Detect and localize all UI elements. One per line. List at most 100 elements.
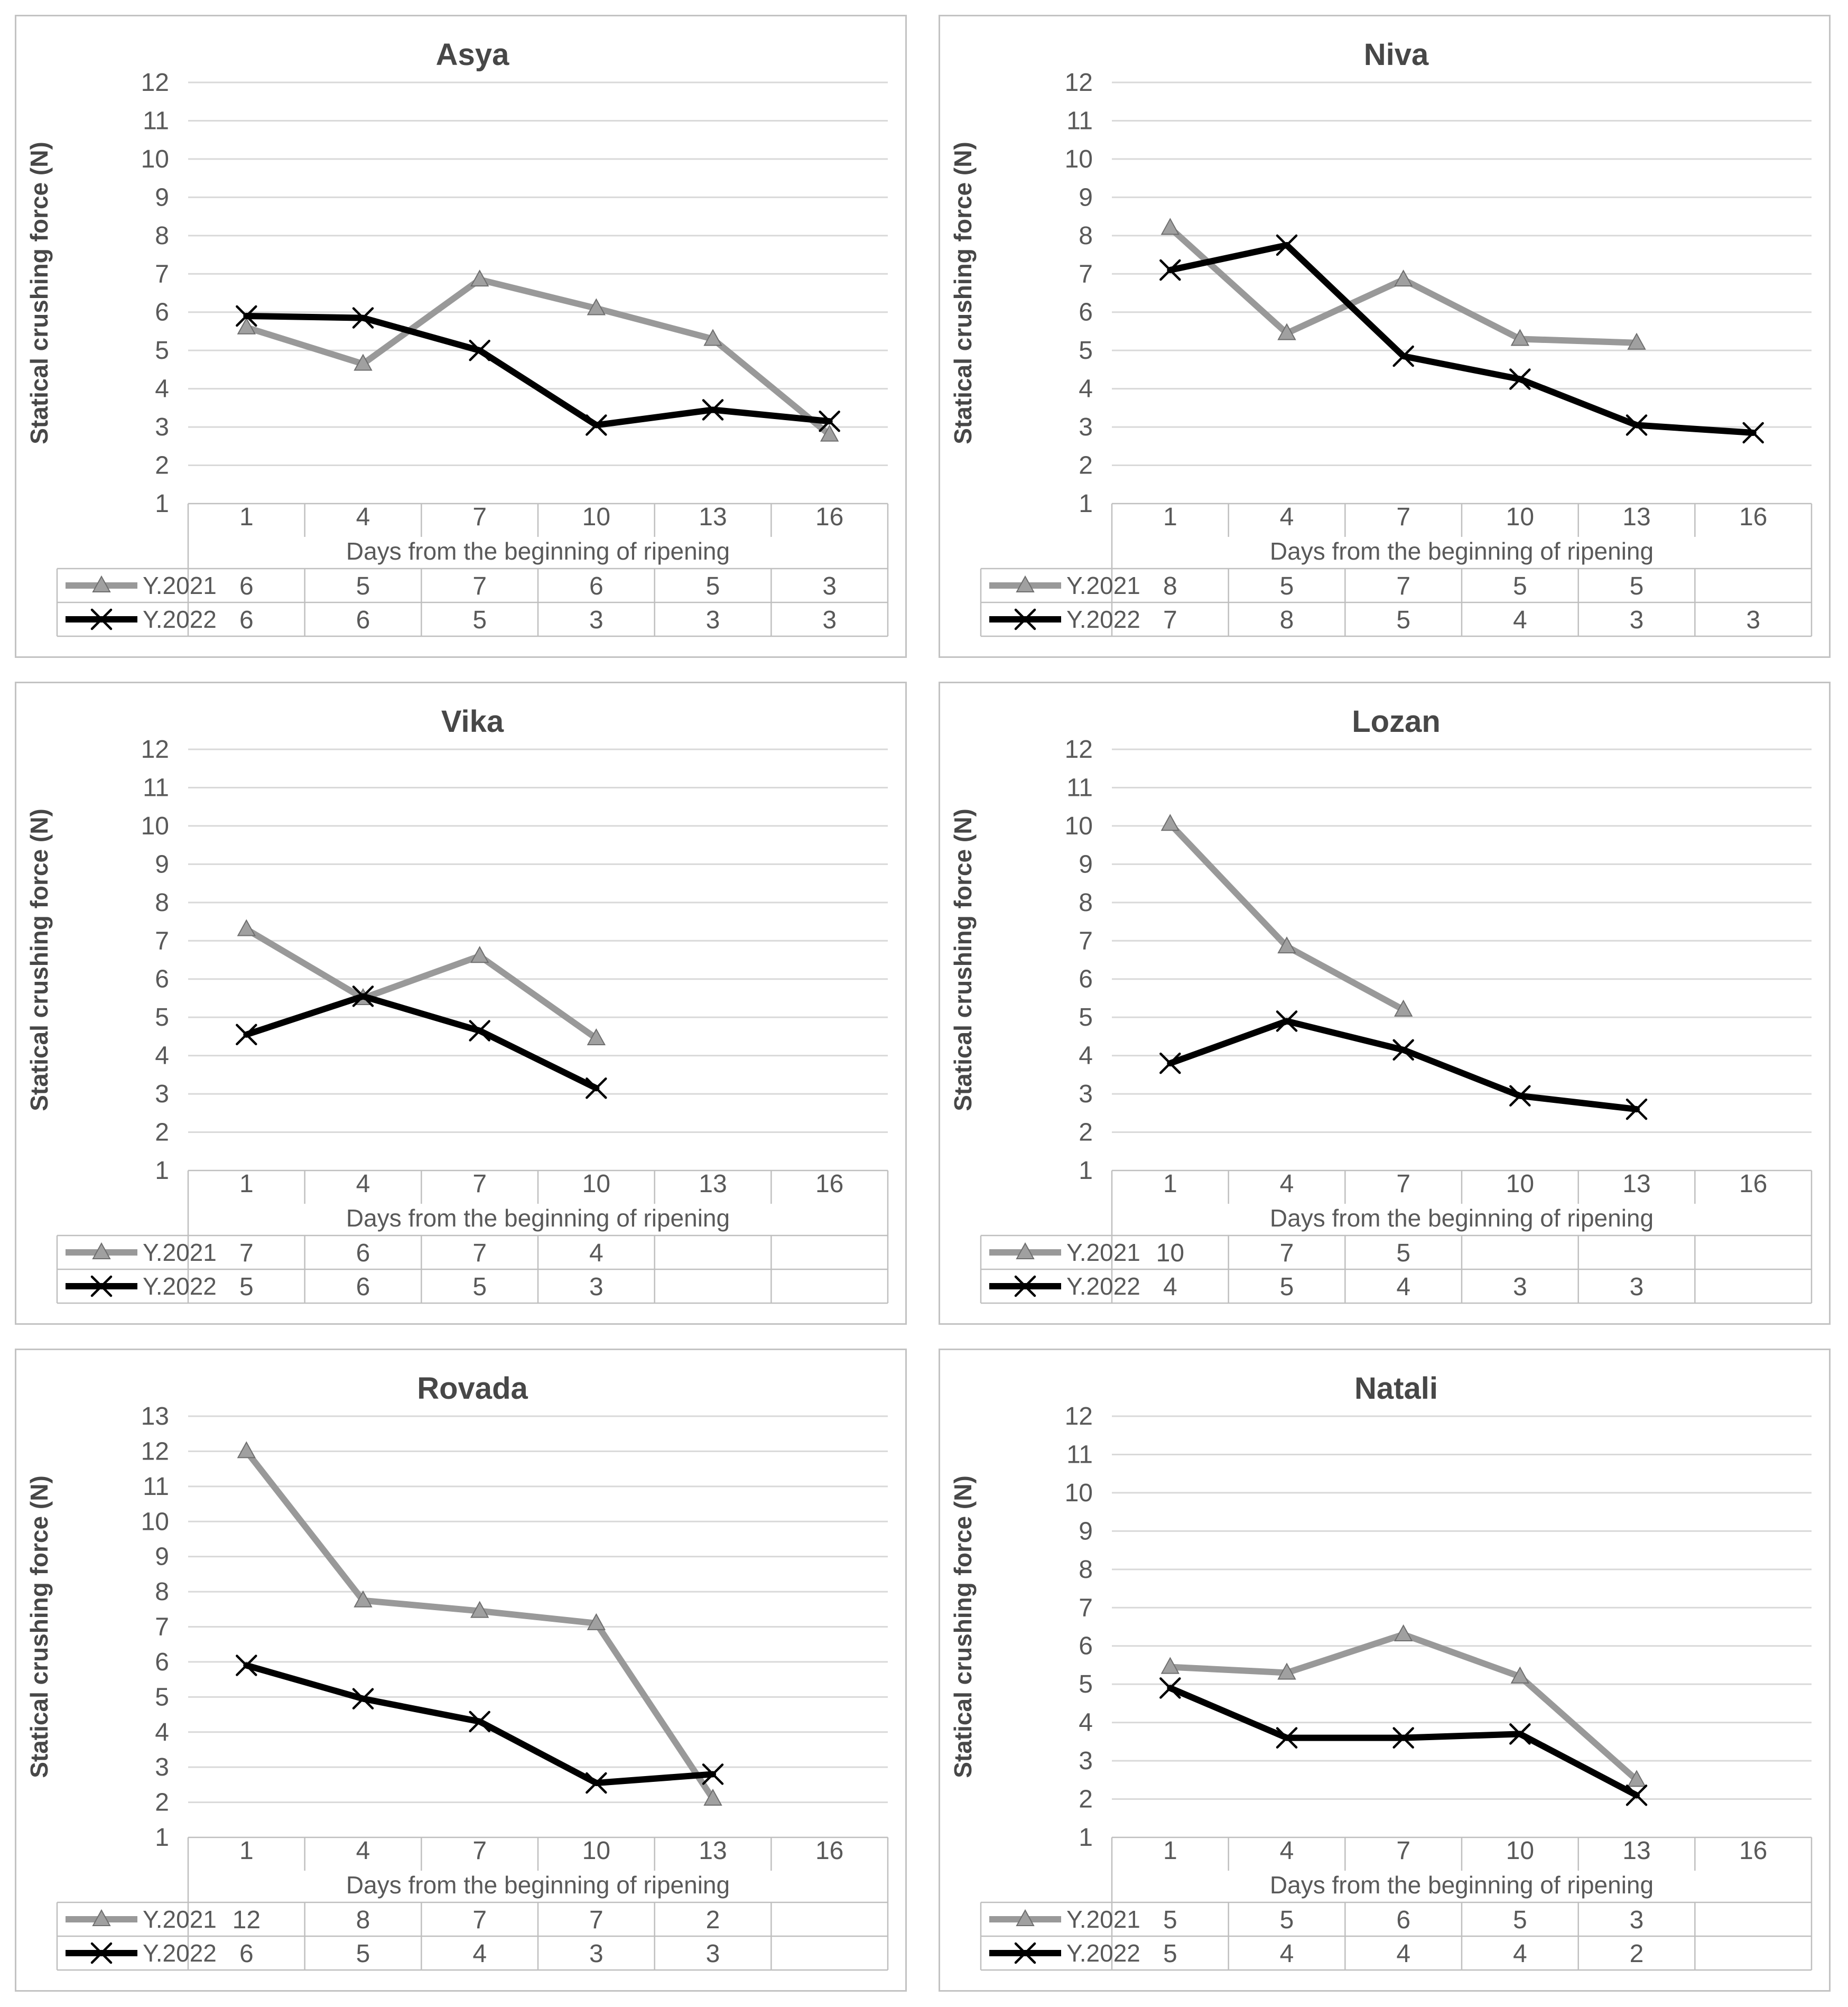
y-axis-title: Statical crushing force (N) — [949, 142, 977, 444]
y-tick-label: 3 — [155, 1753, 169, 1781]
table-cell-y2022-day10: 3 — [589, 606, 603, 634]
chart-background — [15, 682, 907, 1325]
y-tick-label: 7 — [155, 1613, 169, 1641]
table-cell-y2022-day7: 5 — [1396, 606, 1410, 634]
y-tick-label: 10 — [141, 1508, 169, 1536]
marker-x — [586, 414, 607, 436]
y-tick-label: 9 — [155, 1543, 169, 1571]
legend-label-y2021: Y.2021 — [1066, 1239, 1140, 1266]
y-tick-label: 12 — [1065, 736, 1093, 764]
marker-x — [1014, 1942, 1036, 1964]
table-cell-y2021-day10: 5 — [1513, 572, 1527, 600]
table-cell-y2021-day4: 5 — [1280, 1906, 1294, 1934]
y-tick-label: 6 — [1079, 299, 1093, 327]
y-tick-label: 1 — [155, 1824, 169, 1852]
table-cell-y2022-day4: 8 — [1280, 606, 1294, 634]
table-cell-y2022-day7: 5 — [472, 606, 487, 634]
marker-triangle — [1160, 1657, 1180, 1674]
x-tick-label: 13 — [1622, 1837, 1650, 1865]
table-cell-y2021-day4: 7 — [1280, 1239, 1294, 1267]
legend-label-y2022: Y.2022 — [1066, 1939, 1140, 1967]
x-tick-label: 10 — [1506, 1837, 1534, 1865]
table-cell-y2022-day4: 4 — [1280, 1940, 1294, 1968]
x-tick-label: 1 — [1163, 503, 1177, 531]
x-tick-label: 1 — [239, 1170, 254, 1198]
marker-triangle — [587, 298, 606, 315]
marker-x — [90, 608, 113, 630]
x-axis-title: Days from the beginning of ripening — [1270, 537, 1654, 565]
series-line-y2022 — [243, 312, 833, 429]
table-cell-y2021-day4: 6 — [356, 1239, 370, 1267]
x-tick-label: 13 — [1622, 503, 1650, 531]
table-cell-y2022-day4: 6 — [356, 1273, 370, 1301]
y-axis-title: Statical crushing force (N) — [949, 809, 977, 1111]
table-cell-y2022-day7: 4 — [472, 1940, 487, 1968]
table-cell-y2022-day7: 4 — [1396, 1940, 1410, 1968]
x-tick-label: 10 — [582, 503, 610, 531]
y-tick-label: 12 — [1065, 1402, 1093, 1430]
x-tick-label: 4 — [1280, 503, 1294, 531]
x-tick-label: 16 — [815, 1837, 843, 1865]
table-cell-y2021-day1: 10 — [1156, 1239, 1184, 1267]
y-tick-label: 4 — [155, 375, 169, 403]
chart-background — [939, 682, 1831, 1325]
marker-x — [236, 305, 257, 327]
marker-triangle — [470, 270, 489, 287]
marker-x — [90, 1942, 113, 1964]
x-tick-label: 7 — [1396, 1170, 1410, 1198]
legend-label-y2021: Y.2021 — [1066, 1906, 1140, 1933]
marker-triangle — [1627, 332, 1646, 350]
y-tick-label: 10 — [1065, 812, 1093, 840]
marker-triangle — [354, 1590, 373, 1608]
chart-background — [15, 1349, 907, 1992]
chart-panel-lozan: Lozan Statical crushing force (N) 12 11 10 9 8… — [939, 682, 1831, 1325]
y-tick-label: 3 — [1079, 1747, 1093, 1775]
y-tick-label: 11 — [143, 107, 169, 135]
y-tick-label: 9 — [1079, 183, 1093, 211]
table-cell-y2021-day10: 5 — [1513, 1906, 1527, 1934]
marker-triangle — [470, 946, 489, 963]
marker-x — [586, 1772, 607, 1794]
marker-x — [1392, 1727, 1414, 1749]
table-cell-y2021-day4: 5 — [356, 572, 370, 600]
chart-panel-vika: Vika Statical crushing force (N) 12 11 10 9 8 7… — [15, 682, 907, 1325]
series-line-y2021 — [243, 276, 833, 438]
y-tick-label: 8 — [155, 889, 169, 917]
series-line-y2022 — [243, 993, 600, 1092]
table-cell-y2022-day10: 3 — [589, 1273, 603, 1301]
table-cell-y2022-day4: 5 — [356, 1940, 370, 1968]
table-cell-y2022-day4: 5 — [1280, 1273, 1294, 1301]
table-cell-y2022-day1: 4 — [1163, 1273, 1177, 1301]
y-tick-label: 12 — [141, 736, 169, 764]
y-tick-label: 9 — [1079, 1517, 1093, 1545]
table-cell-y2022-day13: 3 — [706, 1940, 720, 1968]
table-cell-y2021-day4: 8 — [356, 1906, 370, 1934]
legend-label-y2022: Y.2022 — [1066, 1272, 1140, 1300]
chart-panel-rovada: Rovada Statical crushing force (N) 13 12 11 1… — [15, 1349, 907, 1992]
y-tick-label: 2 — [155, 1119, 169, 1147]
marker-x — [586, 1077, 607, 1099]
marker-x — [1159, 1052, 1181, 1074]
table-cell-y2021-day10: 7 — [589, 1906, 603, 1934]
x-axis-title: Days from the beginning of ripening — [1270, 1871, 1654, 1899]
chart-title: Asya — [436, 38, 509, 72]
y-tick-label: 7 — [1079, 927, 1093, 955]
y-tick-label: 7 — [155, 927, 169, 955]
y-tick-label: 1 — [1079, 1157, 1093, 1185]
table-cell-y2022-day10: 3 — [1513, 1273, 1527, 1301]
x-tick-label: 4 — [1280, 1170, 1294, 1198]
marker-triangle — [470, 1601, 489, 1618]
table-cell-y2022-day1: 5 — [239, 1273, 254, 1301]
chart-panel-niva: Niva Statical crushing force (N) 12 11 10 9 8 7… — [939, 15, 1831, 658]
y-tick-label: 5 — [1079, 337, 1093, 365]
table-cell-y2021-day7: 7 — [1396, 572, 1410, 600]
marker-x — [1392, 1039, 1414, 1061]
marker-triangle — [92, 575, 111, 592]
table-cell-y2021-day1: 12 — [233, 1906, 261, 1934]
marker-triangle — [820, 424, 839, 442]
x-tick-label: 7 — [1396, 1837, 1410, 1865]
y-tick-label: 2 — [155, 452, 169, 480]
table-cell-y2021-day7: 7 — [472, 1906, 487, 1934]
table-cell-y2022-day1: 6 — [239, 606, 254, 634]
